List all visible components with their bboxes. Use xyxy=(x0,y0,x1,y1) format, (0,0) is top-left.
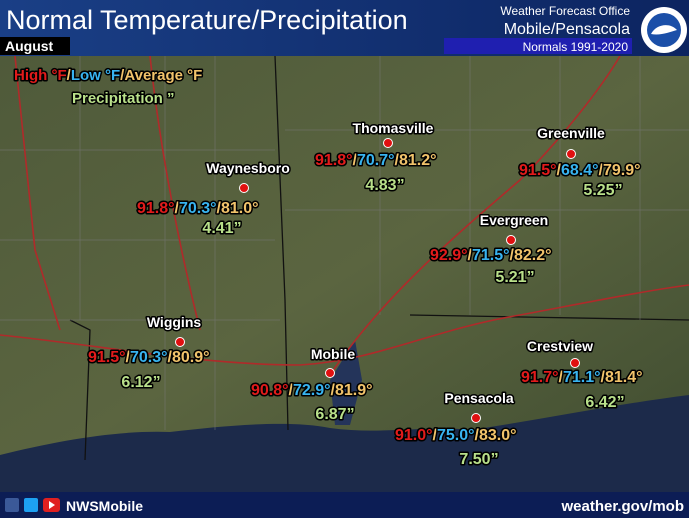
title: Normal Temperature/Precipitation xyxy=(6,5,408,35)
legend-precipitation: Precipitation ” xyxy=(72,90,175,107)
temperature-high: 90.8° xyxy=(251,382,289,399)
county-lines xyxy=(0,56,689,430)
station-precipitation: 5.25” xyxy=(583,182,622,199)
temperature-high: 91.5° xyxy=(519,162,557,179)
normals-box xyxy=(444,38,632,54)
temperature-low: 70.3° xyxy=(130,349,168,366)
separator: / xyxy=(475,427,480,444)
office-location: Mobile/Pensacola xyxy=(504,21,630,38)
temperature-high: 91.5° xyxy=(88,349,126,366)
station-precipitation: 7.50” xyxy=(459,451,498,468)
station-name: Evergreen xyxy=(480,212,548,228)
station-temperatures: 90.8°/72.9°/81.9° xyxy=(251,382,373,399)
temperature-average: 79.9° xyxy=(603,162,641,179)
separator: / xyxy=(559,369,564,386)
legend-separator: / xyxy=(67,67,72,84)
station-temperatures: 91.8°/70.3°/81.0° xyxy=(137,200,259,217)
station-precipitation: 6.42” xyxy=(585,394,624,411)
separator: / xyxy=(468,247,473,264)
temperature-low: 75.0° xyxy=(437,427,475,444)
temperature-low: 70.7° xyxy=(357,152,395,169)
temperature-average: 83.0° xyxy=(479,427,517,444)
legend-temperature: High °F/Low °F/Average °F xyxy=(14,67,202,84)
separator: / xyxy=(557,162,562,179)
footer-bar xyxy=(0,492,689,518)
gulf-water xyxy=(0,395,689,492)
station-name: Crestview xyxy=(527,338,593,354)
legend-high: High °F xyxy=(14,67,67,84)
station-name: Thomasville xyxy=(353,120,434,136)
station-precipitation: 6.12” xyxy=(121,374,160,391)
month: August xyxy=(5,38,54,54)
station-dot xyxy=(175,337,185,347)
separator: / xyxy=(353,152,358,169)
legend-average: Average °F xyxy=(124,67,202,84)
normals: Normals 1991-2020 xyxy=(523,40,629,54)
temperature-low: 68.4° xyxy=(561,162,599,179)
separator: / xyxy=(433,427,438,444)
temperature-high: 91.8° xyxy=(315,152,353,169)
separator: / xyxy=(395,152,400,169)
separator: / xyxy=(599,162,604,179)
temperature-high: 91.8° xyxy=(137,200,175,217)
station-name: Mobile xyxy=(311,346,356,362)
temperature-high: 91.0° xyxy=(395,427,433,444)
temperature-low: 71.5° xyxy=(472,247,510,264)
separator: / xyxy=(168,349,173,366)
twitter-icon[interactable] xyxy=(24,498,38,512)
temperature-low: 71.1° xyxy=(563,369,601,386)
station-temperatures: 91.7°/71.1°/81.4° xyxy=(521,369,643,386)
station-precipitation: 5.21” xyxy=(495,269,534,286)
separator: / xyxy=(217,200,222,217)
temperature-average: 81.0° xyxy=(221,200,259,217)
month-box xyxy=(0,37,70,55)
station-name: Greenville xyxy=(537,125,605,141)
station-name: Waynesboro xyxy=(206,160,290,176)
temperature-low: 70.3° xyxy=(179,200,217,217)
youtube-play xyxy=(49,501,55,509)
social-handle: NWSMobile xyxy=(66,498,143,514)
temperature-high: 92.9° xyxy=(430,247,468,264)
separator: / xyxy=(601,369,606,386)
station-precipitation: 4.41” xyxy=(202,220,241,237)
station-temperatures: 91.5°/68.4°/79.9° xyxy=(519,162,641,179)
highways xyxy=(0,55,689,376)
temperature-low: 72.9° xyxy=(293,382,331,399)
station-name: Pensacola xyxy=(444,390,513,406)
station-dot xyxy=(570,358,580,368)
station-temperatures: 91.5°/70.3°/80.9° xyxy=(88,349,210,366)
station-temperatures: 91.8°/70.7°/81.2° xyxy=(315,152,437,169)
station-name: Wiggins xyxy=(147,314,202,330)
legend-low: Low °F xyxy=(71,67,120,84)
station-dot xyxy=(566,149,576,159)
separator: / xyxy=(289,382,294,399)
temperature-average: 81.4° xyxy=(605,369,643,386)
temperature-average: 81.2° xyxy=(399,152,437,169)
facebook-icon[interactable] xyxy=(5,498,19,512)
legend-separator: / xyxy=(120,67,125,84)
temperature-average: 82.2° xyxy=(514,247,552,264)
office: Weather Forecast Office xyxy=(500,4,630,18)
separator: / xyxy=(126,349,131,366)
station-dot xyxy=(471,413,481,423)
station-dot xyxy=(239,183,249,193)
temperature-average: 80.9° xyxy=(172,349,210,366)
station-precipitation: 6.87” xyxy=(315,406,354,423)
separator: / xyxy=(175,200,180,217)
station-precipitation: 4.83” xyxy=(365,177,404,194)
station-dot xyxy=(383,138,393,148)
temperature-average: 81.9° xyxy=(335,382,373,399)
nws-logo xyxy=(641,7,687,53)
separator: / xyxy=(331,382,336,399)
website: weather.gov/mob xyxy=(560,498,684,515)
station-dot xyxy=(325,368,335,378)
temperature-high: 91.7° xyxy=(521,369,559,386)
station-dot xyxy=(506,235,516,245)
station-temperatures: 92.9°/71.5°/82.2° xyxy=(430,247,552,264)
station-temperatures: 91.0°/75.0°/83.0° xyxy=(395,427,517,444)
mobile-bay xyxy=(330,340,362,425)
state-lines xyxy=(69,55,689,461)
separator: / xyxy=(510,247,515,264)
